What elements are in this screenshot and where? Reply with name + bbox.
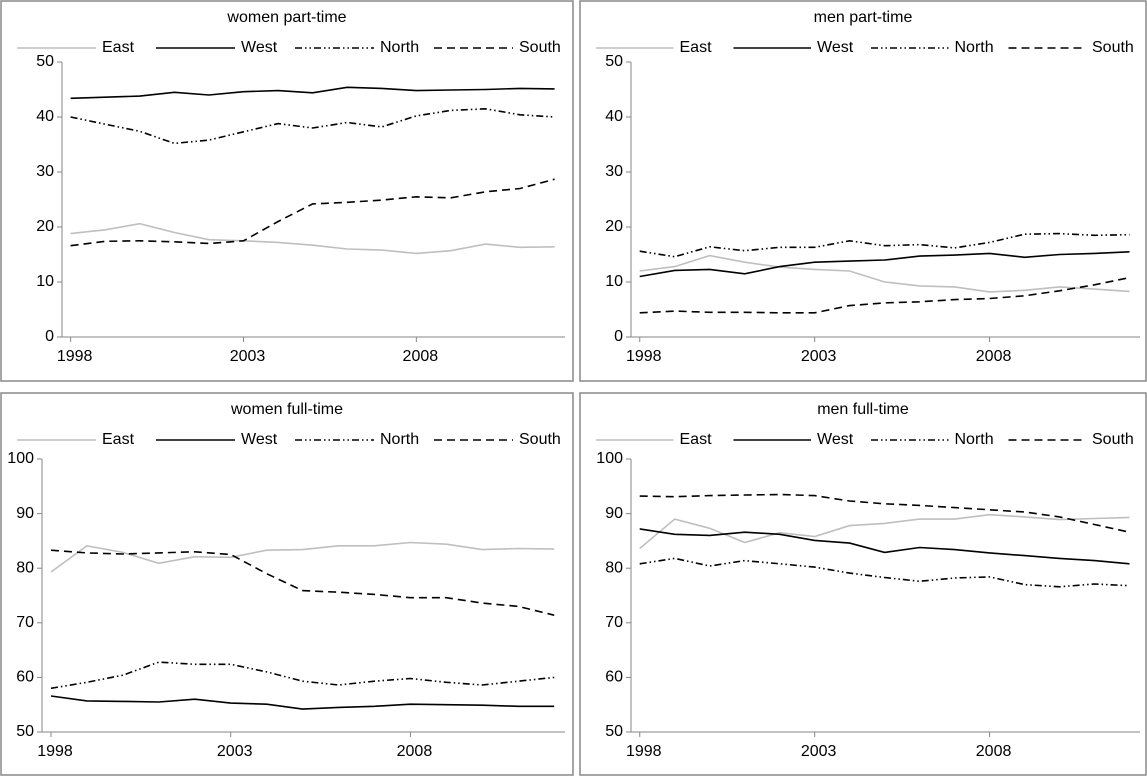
- series-line: [70, 222, 555, 255]
- legend-label: North: [955, 39, 994, 56]
- legend-label: South: [519, 39, 561, 56]
- y-tick-label: 0: [45, 328, 54, 345]
- legend-label: West: [817, 431, 854, 448]
- y-tick-label: 90: [605, 505, 623, 522]
- legend-label: West: [241, 431, 278, 448]
- series-line: [639, 254, 1130, 293]
- x-tick-label: 2008: [397, 743, 433, 760]
- series-line: [639, 276, 1130, 314]
- chart-title: women part-time: [226, 9, 346, 26]
- x-tick-label: 2003: [217, 743, 253, 760]
- x-tick-label: 2003: [801, 743, 837, 760]
- legend-label: North: [955, 431, 994, 448]
- series-line: [639, 493, 1130, 533]
- y-tick-label: 90: [16, 505, 34, 522]
- y-tick-label: 60: [605, 669, 623, 686]
- panel-border: [0, 0, 574, 382]
- series-line: [50, 695, 555, 710]
- y-tick-label: 60: [16, 669, 34, 686]
- y-tick-label: 50: [16, 723, 34, 740]
- legend-label: East: [680, 39, 713, 56]
- y-tick-label: 40: [36, 108, 54, 125]
- y-tick-label: 40: [605, 108, 623, 125]
- chart-title: women full-time: [230, 401, 343, 418]
- legend-label: East: [680, 431, 713, 448]
- y-tick-label: 10: [605, 273, 623, 290]
- y-tick-label: 30: [36, 163, 54, 180]
- x-tick-label: 2008: [403, 348, 439, 365]
- legend-label: West: [241, 39, 278, 56]
- y-tick-label: 50: [36, 53, 54, 70]
- y-tick-label: 20: [605, 218, 623, 235]
- series-line: [50, 661, 555, 690]
- series-line: [639, 557, 1130, 588]
- series-line: [70, 86, 555, 100]
- y-tick-label: 80: [605, 559, 623, 576]
- x-tick-label: 1998: [37, 743, 73, 760]
- y-tick-label: 20: [36, 218, 54, 235]
- x-tick-label: 2003: [230, 348, 266, 365]
- y-tick-label: 50: [605, 723, 623, 740]
- y-tick-label: 100: [596, 450, 623, 467]
- legend-label: North: [380, 431, 419, 448]
- x-tick-label: 2003: [801, 348, 837, 365]
- y-tick-label: 0: [614, 328, 623, 345]
- x-tick-label: 1998: [626, 743, 662, 760]
- y-tick-label: 30: [605, 163, 623, 180]
- y-tick-label: 10: [36, 273, 54, 290]
- series-line: [639, 232, 1130, 258]
- panel-border: [579, 0, 1147, 382]
- x-tick-label: 1998: [626, 348, 662, 365]
- series-line: [639, 251, 1130, 278]
- legend-label: East: [102, 39, 135, 56]
- legend-label: South: [519, 431, 561, 448]
- legend-label: North: [380, 39, 419, 56]
- series-line: [70, 178, 555, 247]
- y-tick-label: 100: [7, 450, 34, 467]
- y-tick-label: 70: [16, 614, 34, 631]
- chart-title: men full-time: [817, 401, 909, 418]
- y-tick-label: 70: [605, 614, 623, 631]
- series-line: [70, 107, 555, 145]
- legend-label: South: [1092, 39, 1134, 56]
- series-line: [639, 513, 1130, 550]
- x-tick-label: 1998: [57, 348, 93, 365]
- series-line: [639, 528, 1130, 565]
- series-line: [50, 549, 555, 616]
- x-tick-label: 2008: [976, 743, 1012, 760]
- legend-label: East: [102, 431, 135, 448]
- legend-label: West: [817, 39, 854, 56]
- chart-title: men part-time: [814, 9, 913, 26]
- panel-border: [0, 392, 574, 776]
- y-tick-label: 50: [605, 53, 623, 70]
- legend-label: South: [1092, 431, 1134, 448]
- series-line: [50, 541, 555, 573]
- panel-border: [579, 392, 1147, 776]
- y-tick-label: 80: [16, 559, 34, 576]
- x-tick-label: 2008: [976, 348, 1012, 365]
